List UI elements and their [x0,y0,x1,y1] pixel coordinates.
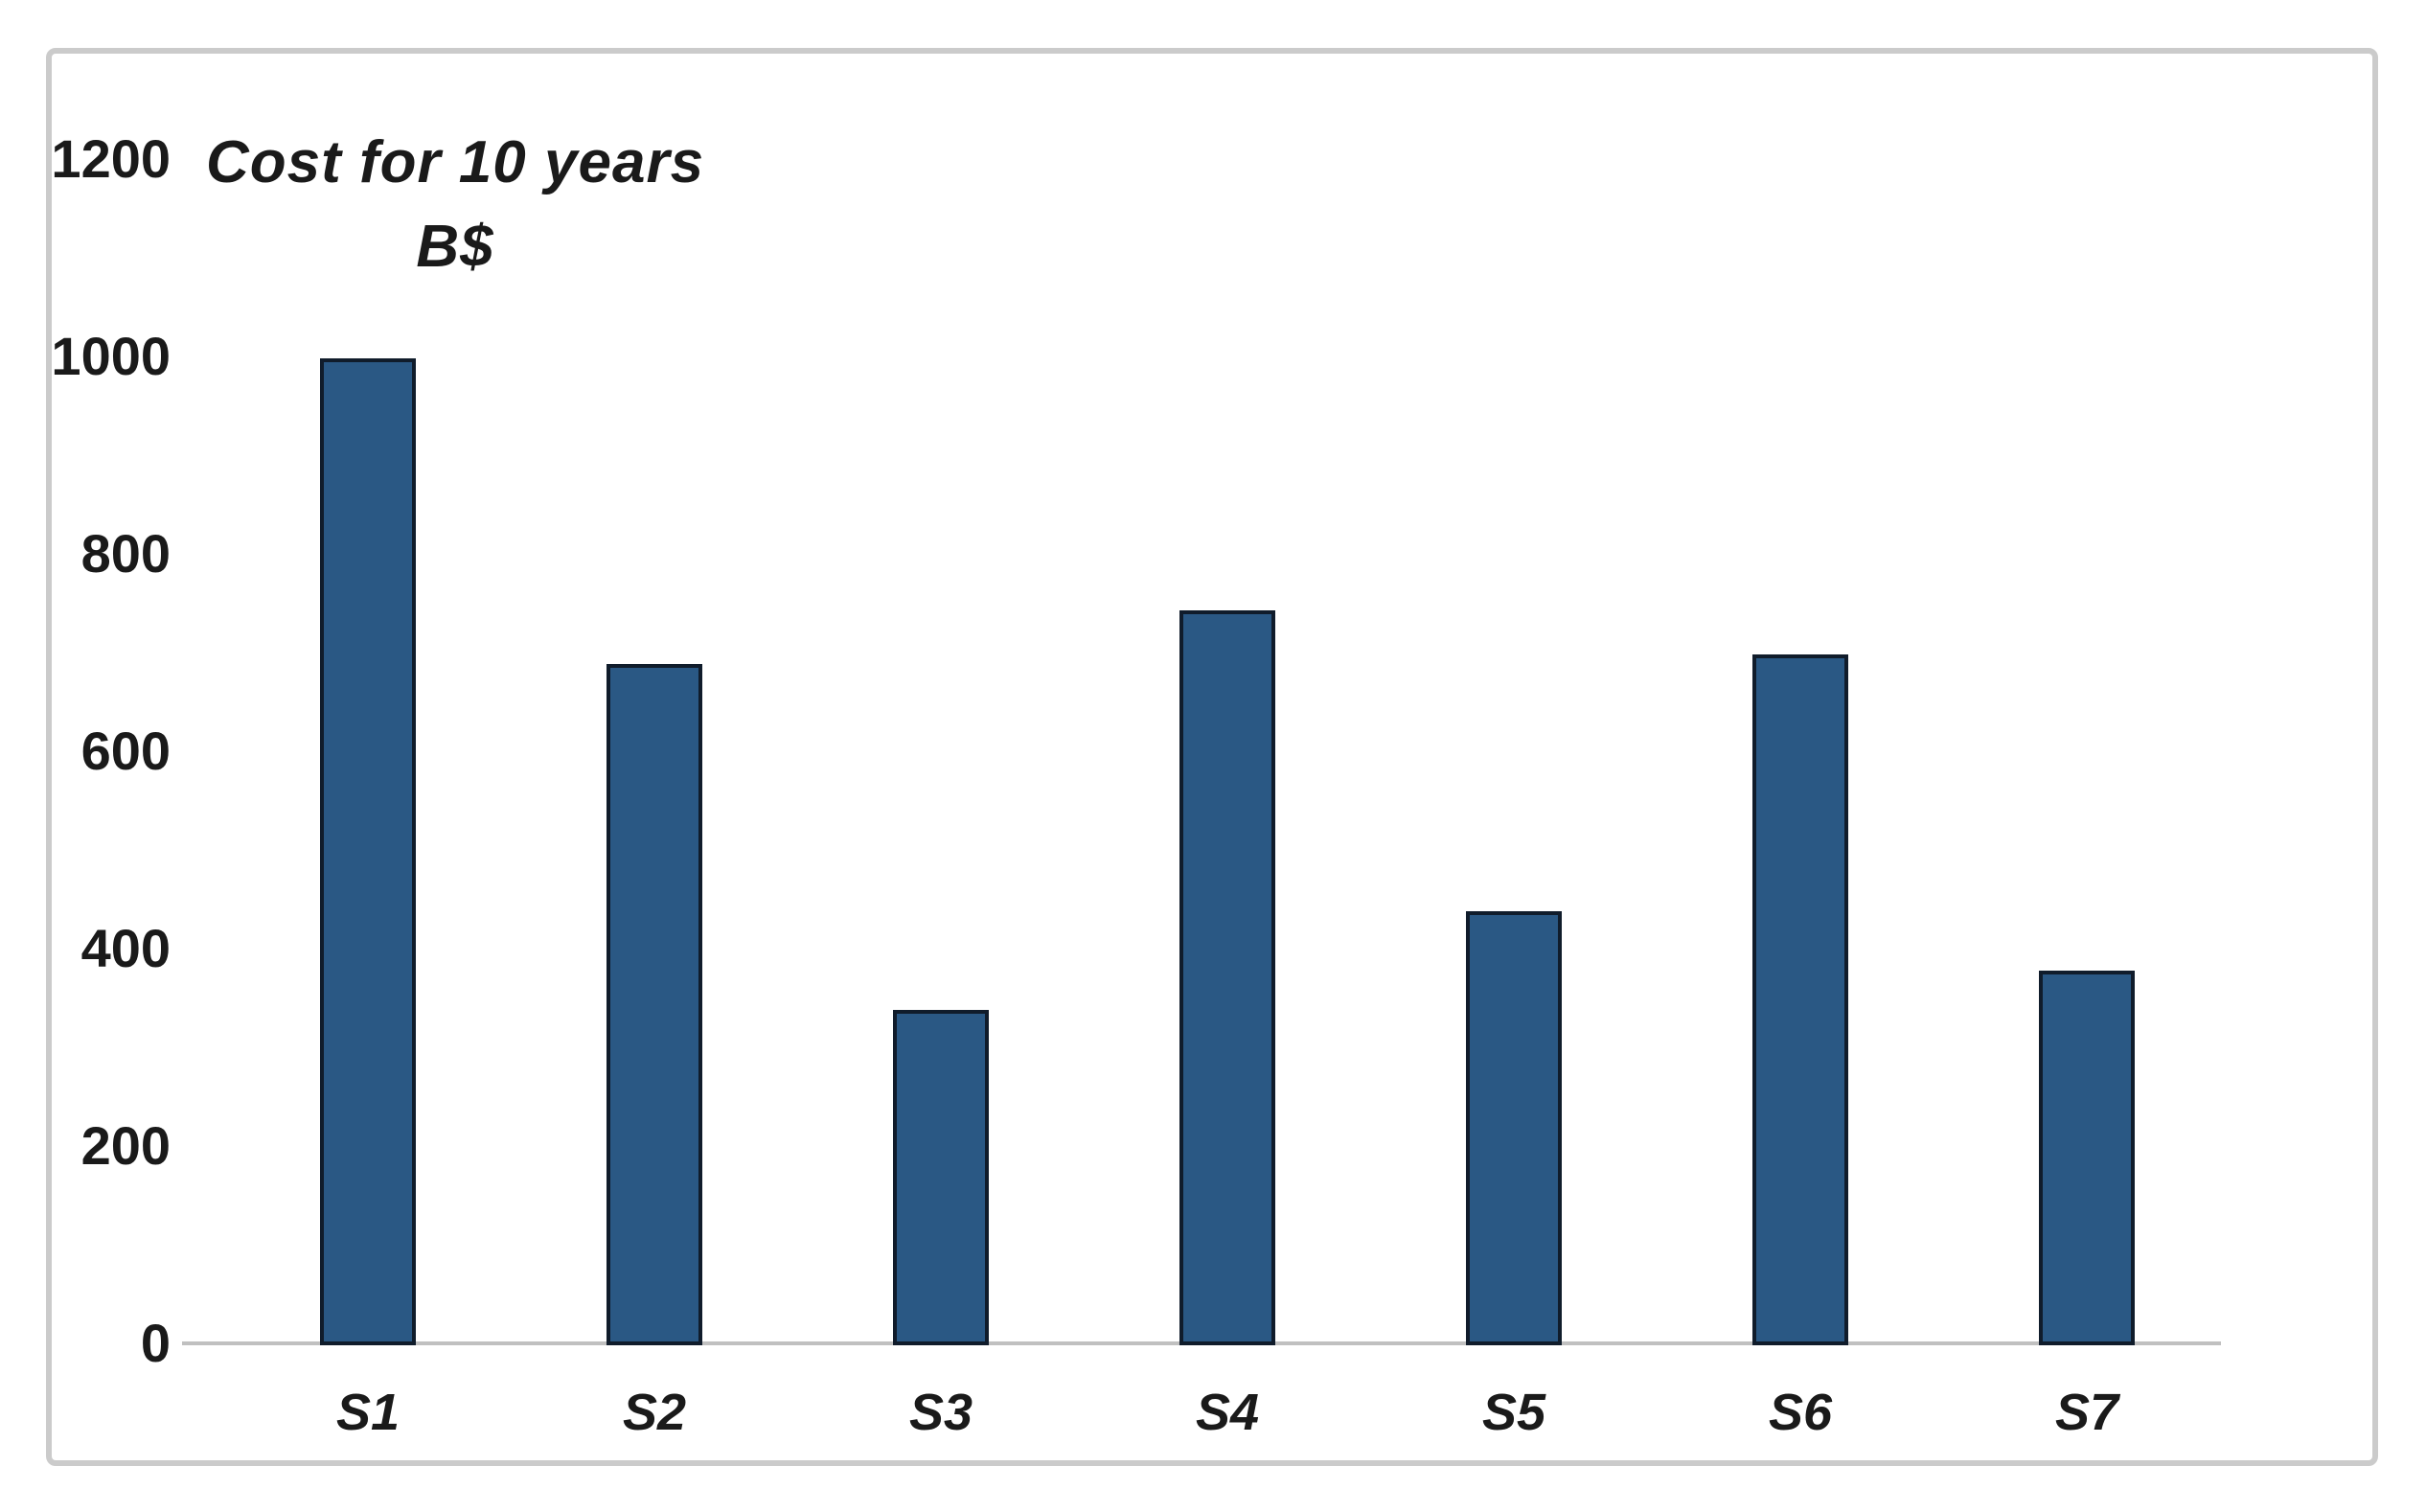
y-tick-label-400: 400 [80,918,171,978]
y-tick-label-800: 800 [80,523,171,584]
bar-s7 [2039,971,2135,1345]
y-tick-label-200: 200 [80,1115,171,1176]
bar-s5 [1466,911,1562,1345]
x-tick-label-s5: S5 [1481,1384,1546,1441]
x-tick-label-s6: S6 [1768,1384,1833,1441]
bar-s3 [893,1010,989,1345]
x-tick-label-s1: S1 [335,1384,401,1441]
x-tick-label-s3: S3 [908,1384,973,1441]
chart-title-line1: Cost for 10 years [205,129,705,195]
chart-title: Cost for 10 years B$ [168,121,743,289]
y-tick-label-1200: 1200 [51,128,171,189]
bar-s1 [320,358,416,1345]
bar-s2 [606,664,702,1345]
x-tick-label-s2: S2 [622,1384,687,1441]
bar-s6 [1752,654,1848,1345]
y-tick-label-600: 600 [80,721,171,781]
x-tick-label-s4: S4 [1195,1384,1260,1441]
y-tick-label-0: 0 [140,1313,171,1373]
chart-title-line2: B$ [416,214,494,280]
x-tick-label-s7: S7 [2054,1384,2119,1441]
bar-s4 [1179,610,1275,1345]
y-tick-label-1000: 1000 [51,326,171,386]
